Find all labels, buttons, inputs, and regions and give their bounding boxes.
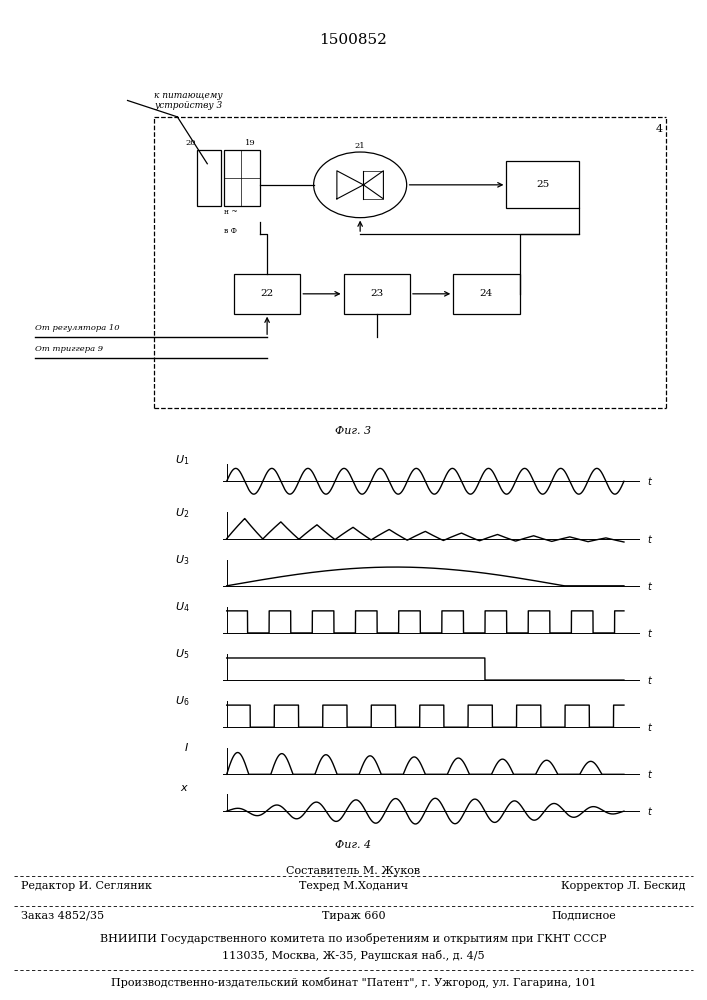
Text: в Ф: в Ф	[224, 227, 237, 235]
Text: Редактор И. Сегляник: Редактор И. Сегляник	[21, 881, 152, 891]
Text: 21: 21	[355, 142, 366, 150]
Text: 24: 24	[480, 289, 493, 298]
Text: t: t	[648, 723, 652, 733]
Text: $I$: $I$	[185, 741, 189, 753]
Text: Корректор Л. Бескид: Корректор Л. Бескид	[561, 881, 686, 891]
Text: t: t	[648, 770, 652, 780]
Text: Производственно-издательский комбинат "Патент", г. Ужгород, ул. Гагарина, 101: Производственно-издательский комбинат "П…	[111, 977, 596, 988]
Text: $U_2$: $U_2$	[175, 506, 189, 520]
Text: н ~: н ~	[224, 208, 238, 216]
Text: Тираж 660: Тираж 660	[322, 911, 385, 921]
Text: Фиг. 3: Фиг. 3	[335, 426, 372, 436]
Text: Фиг. 4: Фиг. 4	[335, 840, 372, 850]
Text: $U_3$: $U_3$	[175, 553, 189, 567]
Text: 22: 22	[260, 289, 274, 298]
Text: t: t	[648, 582, 652, 592]
Text: $U_1$: $U_1$	[175, 453, 189, 467]
Bar	[344, 274, 410, 314]
Bar	[224, 150, 260, 206]
Text: к питающему
устройству 3: к питающему устройству 3	[154, 91, 223, 110]
Text: 20: 20	[185, 139, 196, 147]
Text: t: t	[648, 535, 652, 545]
Bar	[197, 150, 221, 206]
Text: 4: 4	[655, 124, 662, 134]
Bar	[453, 274, 520, 314]
Text: $U_4$: $U_4$	[175, 600, 189, 614]
Text: t: t	[648, 807, 652, 817]
Text: Техред М.Ходанич: Техред М.Ходанич	[299, 881, 408, 891]
Text: От триггера 9: От триггера 9	[35, 345, 103, 353]
Text: $U_5$: $U_5$	[175, 647, 189, 661]
Text: 25: 25	[537, 180, 549, 189]
Text: t: t	[648, 676, 652, 686]
Text: 1500852: 1500852	[320, 33, 387, 47]
Text: 19: 19	[245, 139, 256, 147]
Text: $U_6$: $U_6$	[175, 694, 189, 708]
Text: Составитель М. Жуков: Составитель М. Жуков	[286, 866, 421, 876]
Bar	[234, 274, 300, 314]
Text: $x$: $x$	[180, 783, 189, 793]
Text: Подписное: Подписное	[551, 911, 617, 921]
Text: От регулятора 10: От регулятора 10	[35, 324, 119, 332]
Bar	[506, 161, 580, 208]
Text: Заказ 4852/35: Заказ 4852/35	[21, 911, 105, 921]
Text: t: t	[648, 477, 652, 487]
Text: ВНИИПИ Государственного комитета по изобретениям и открытиям при ГКНТ СССР: ВНИИПИ Государственного комитета по изоб…	[100, 932, 607, 944]
Text: t: t	[648, 629, 652, 639]
Text: 23: 23	[370, 289, 383, 298]
Text: 113035, Москва, Ж-35, Раушская наб., д. 4/5: 113035, Москва, Ж-35, Раушская наб., д. …	[222, 950, 485, 961]
